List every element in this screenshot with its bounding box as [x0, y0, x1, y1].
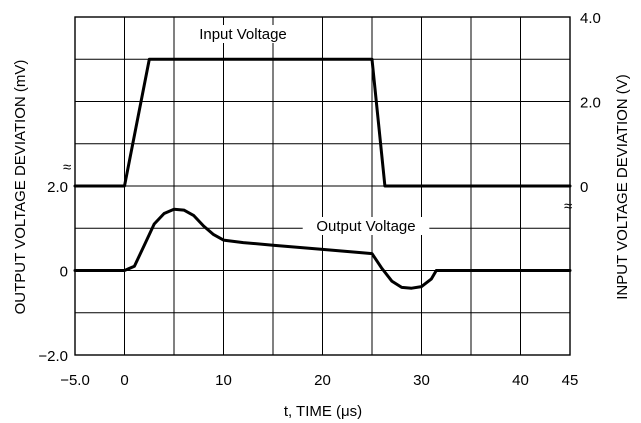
left-axis-break-icon: ≈	[63, 159, 71, 176]
right-tick-label: 4.0	[580, 10, 601, 27]
tick-layer: −5.0 0 10 20 30 40 45 2.0 0 −2.0 4.0 2.0 0 ≈ ≈	[38, 10, 600, 389]
annotation-output-voltage: Output Voltage	[316, 218, 415, 235]
x-tick-label: 0	[120, 372, 128, 389]
right-tick-label: 0	[580, 179, 588, 196]
x-tick-label: −5.0	[60, 372, 90, 389]
right-axis-break-icon: ≈	[564, 198, 572, 215]
right-axis-title: INPUT VOLTAGE DEVIATION (V)	[614, 74, 631, 300]
annotation-layer: Input Voltage Output Voltage	[187, 25, 430, 235]
x-tick-label: 30	[413, 372, 430, 389]
annotation-input-voltage: Input Voltage	[199, 26, 287, 43]
series-input-voltage	[73, 57, 572, 188]
left-tick-label: −2.0	[38, 348, 68, 365]
left-tick-label: 0	[60, 264, 68, 281]
right-tick-label: 2.0	[580, 95, 601, 112]
series-output-voltage	[73, 207, 572, 290]
x-tick-label: 45	[562, 372, 579, 389]
x-tick-label: 20	[314, 372, 331, 389]
x-axis-title: t, TIME (μs)	[284, 403, 362, 420]
annotation-input-voltage-bg	[187, 25, 299, 43]
left-tick-label: 2.0	[47, 179, 68, 196]
x-tick-label: 10	[215, 372, 232, 389]
series-layer	[73, 57, 572, 290]
x-tick-label: 40	[512, 372, 529, 389]
left-axis-title: OUTPUT VOLTAGE DEVIATION (mV)	[12, 60, 29, 315]
annotation-output-voltage-bg	[302, 217, 430, 235]
